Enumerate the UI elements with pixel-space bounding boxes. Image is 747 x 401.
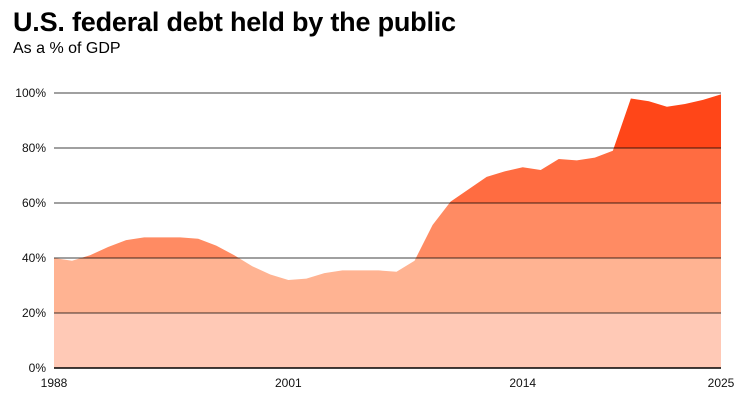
chart-title: U.S. federal debt held by the public [13, 7, 456, 37]
y-tick-label: 80% [22, 141, 46, 155]
gridlines [54, 92, 721, 369]
y-axis-labels: 0% 20% 40% 60% 80% 100% [15, 86, 46, 375]
chart-subtitle: As a % of GDP [13, 40, 121, 57]
y-tick-label: 0% [29, 361, 47, 375]
area-bands [54, 94, 721, 368]
x-axis-labels: 1988 2001 2014 2025 [41, 376, 735, 390]
y-tick-label: 100% [15, 86, 46, 100]
x-tick-label: 2014 [509, 376, 536, 390]
y-tick-label: 40% [22, 251, 46, 265]
y-tick-label: 20% [22, 306, 46, 320]
area-band-40-60 [54, 203, 721, 258]
x-tick-label: 2001 [275, 376, 302, 390]
x-tick-label: 1988 [41, 376, 68, 390]
area-band-20-40 [54, 258, 721, 313]
area-band-60-80 [54, 148, 721, 203]
area-band-0-20 [54, 313, 721, 368]
x-tick-label: 2025 [708, 376, 735, 390]
area-band-80-100 [54, 94, 721, 148]
y-tick-label: 60% [22, 196, 46, 210]
